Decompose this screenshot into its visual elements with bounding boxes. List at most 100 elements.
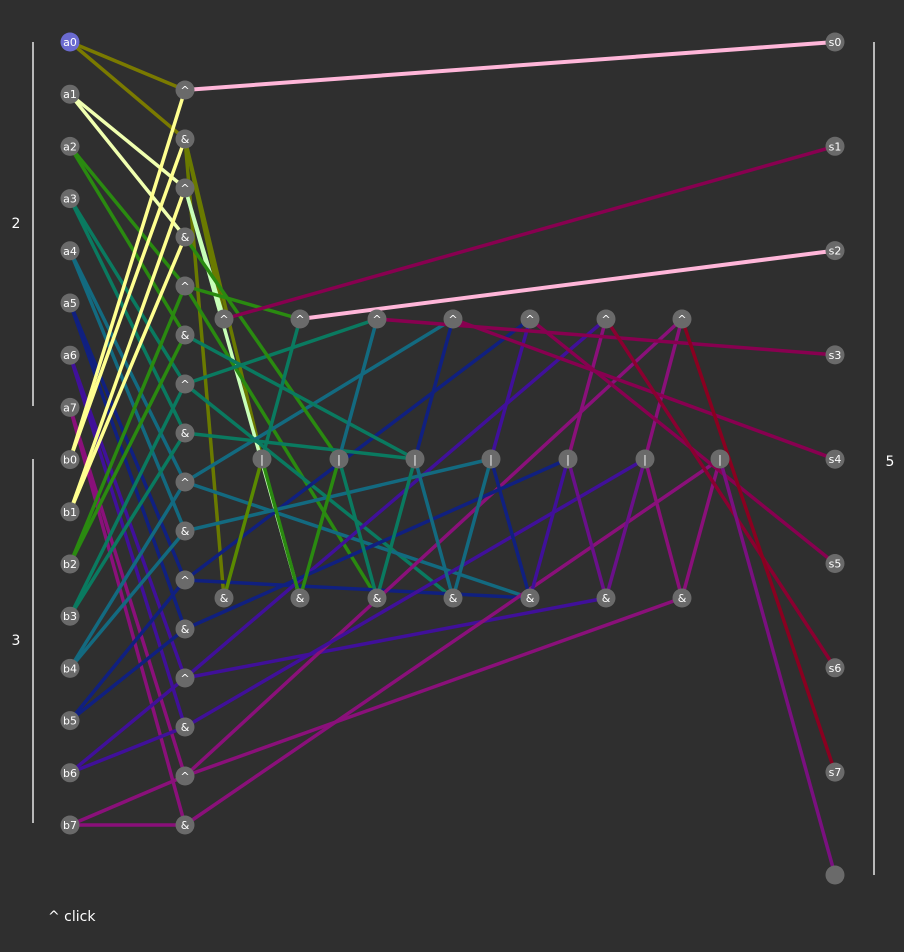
node-s8[interactable]: [825, 865, 845, 885]
node-circle[interactable]: [175, 521, 195, 541]
node-circle[interactable]: [329, 449, 349, 469]
node-circle[interactable]: [60, 32, 80, 52]
node-circle[interactable]: [175, 178, 195, 198]
node-circle[interactable]: [635, 449, 655, 469]
node-b0[interactable]: b0: [60, 450, 80, 470]
node-circle[interactable]: [443, 588, 463, 608]
node-s1[interactable]: s1: [825, 136, 845, 156]
node-circle[interactable]: [60, 450, 80, 470]
node-circle[interactable]: [60, 84, 80, 104]
node-t2[interactable]: ^: [290, 309, 310, 329]
node-y4[interactable]: &: [175, 521, 195, 541]
node-s5[interactable]: s5: [825, 554, 845, 573]
node-t6[interactable]: ^: [596, 309, 616, 329]
node-circle[interactable]: [367, 588, 387, 608]
node-circle[interactable]: [60, 711, 80, 731]
node-b2[interactable]: b2: [60, 554, 80, 574]
node-circle[interactable]: [60, 293, 80, 313]
node-circle[interactable]: [60, 763, 80, 783]
node-circle[interactable]: [405, 449, 425, 469]
click-hint[interactable]: ^ click: [48, 909, 96, 925]
node-circle[interactable]: [367, 309, 387, 329]
node-m2[interactable]: &: [290, 588, 310, 608]
node-circle[interactable]: [825, 345, 845, 365]
node-circle[interactable]: [214, 309, 234, 329]
node-circle[interactable]: [175, 374, 195, 394]
node-y2[interactable]: &: [175, 325, 195, 345]
node-circle[interactable]: [520, 588, 540, 608]
node-circle[interactable]: [520, 309, 540, 329]
node-x7[interactable]: ^: [175, 766, 195, 786]
node-m5[interactable]: &: [520, 588, 540, 608]
node-circle[interactable]: [60, 606, 80, 626]
node-circle[interactable]: [596, 588, 616, 608]
node-a3[interactable]: a3: [60, 189, 80, 209]
node-t1[interactable]: ^: [214, 309, 234, 329]
node-circle[interactable]: [290, 588, 310, 608]
node-y5[interactable]: &: [175, 619, 195, 639]
node-circle[interactable]: [60, 397, 80, 417]
node-circle[interactable]: [175, 668, 195, 688]
node-x6[interactable]: ^: [175, 668, 195, 688]
node-circle[interactable]: [175, 227, 195, 247]
node-circle[interactable]: [825, 554, 845, 573]
node-o6[interactable]: |: [635, 449, 655, 469]
node-y3[interactable]: &: [175, 423, 195, 443]
node-b1[interactable]: b1: [60, 502, 80, 522]
node-circle[interactable]: [175, 325, 195, 345]
node-m6[interactable]: &: [596, 588, 616, 608]
node-o5[interactable]: |: [558, 449, 578, 469]
node-circle[interactable]: [175, 129, 195, 149]
node-circle[interactable]: [60, 502, 80, 522]
node-s4[interactable]: s4: [825, 449, 845, 469]
node-x5[interactable]: ^: [175, 570, 195, 590]
node-circle[interactable]: [175, 276, 195, 296]
node-s3[interactable]: s3: [825, 345, 845, 365]
node-o3[interactable]: |: [405, 449, 425, 469]
node-circle[interactable]: [175, 570, 195, 590]
node-circle[interactable]: [175, 423, 195, 443]
node-m3[interactable]: &: [367, 588, 387, 608]
node-t5[interactable]: ^: [520, 309, 540, 329]
node-y7[interactable]: &: [175, 815, 195, 835]
node-x0[interactable]: ^: [175, 80, 195, 100]
node-y6[interactable]: &: [175, 717, 195, 737]
node-circle[interactable]: [175, 717, 195, 737]
node-b6[interactable]: b6: [60, 763, 80, 783]
node-m7[interactable]: &: [672, 588, 692, 608]
node-circle[interactable]: [481, 449, 501, 469]
node-circle[interactable]: [290, 309, 310, 329]
node-a2[interactable]: a2: [60, 136, 80, 156]
node-circle[interactable]: [175, 815, 195, 835]
node-a6[interactable]: a6: [60, 345, 80, 365]
node-circle[interactable]: [672, 309, 692, 329]
node-circle[interactable]: [60, 554, 80, 574]
node-a0[interactable]: a0: [60, 32, 80, 52]
node-y1[interactable]: &: [175, 227, 195, 247]
node-circle[interactable]: [60, 189, 80, 209]
node-circle[interactable]: [60, 241, 80, 261]
node-s6[interactable]: s6: [825, 658, 845, 678]
node-a4[interactable]: a4: [60, 241, 80, 261]
node-circle[interactable]: [443, 309, 463, 329]
node-circle[interactable]: [60, 136, 80, 156]
node-circle[interactable]: [60, 815, 80, 835]
node-circle[interactable]: [60, 658, 80, 678]
node-circle[interactable]: [825, 658, 845, 678]
node-s0[interactable]: s0: [825, 32, 845, 52]
node-o4[interactable]: |: [481, 449, 501, 469]
node-circle[interactable]: [252, 449, 272, 469]
node-a7[interactable]: a7: [60, 397, 80, 417]
node-x3[interactable]: ^: [175, 374, 195, 394]
node-o2[interactable]: |: [329, 449, 349, 469]
node-b5[interactable]: b5: [60, 711, 80, 731]
node-circle[interactable]: [175, 472, 195, 492]
node-circle[interactable]: [60, 345, 80, 365]
node-s2[interactable]: s2: [825, 241, 845, 261]
node-circle[interactable]: [596, 309, 616, 329]
node-t3[interactable]: ^: [367, 309, 387, 329]
node-t7[interactable]: ^: [672, 309, 692, 329]
node-circle[interactable]: [175, 619, 195, 639]
node-o1[interactable]: |: [252, 449, 272, 469]
node-circle[interactable]: [825, 241, 845, 261]
